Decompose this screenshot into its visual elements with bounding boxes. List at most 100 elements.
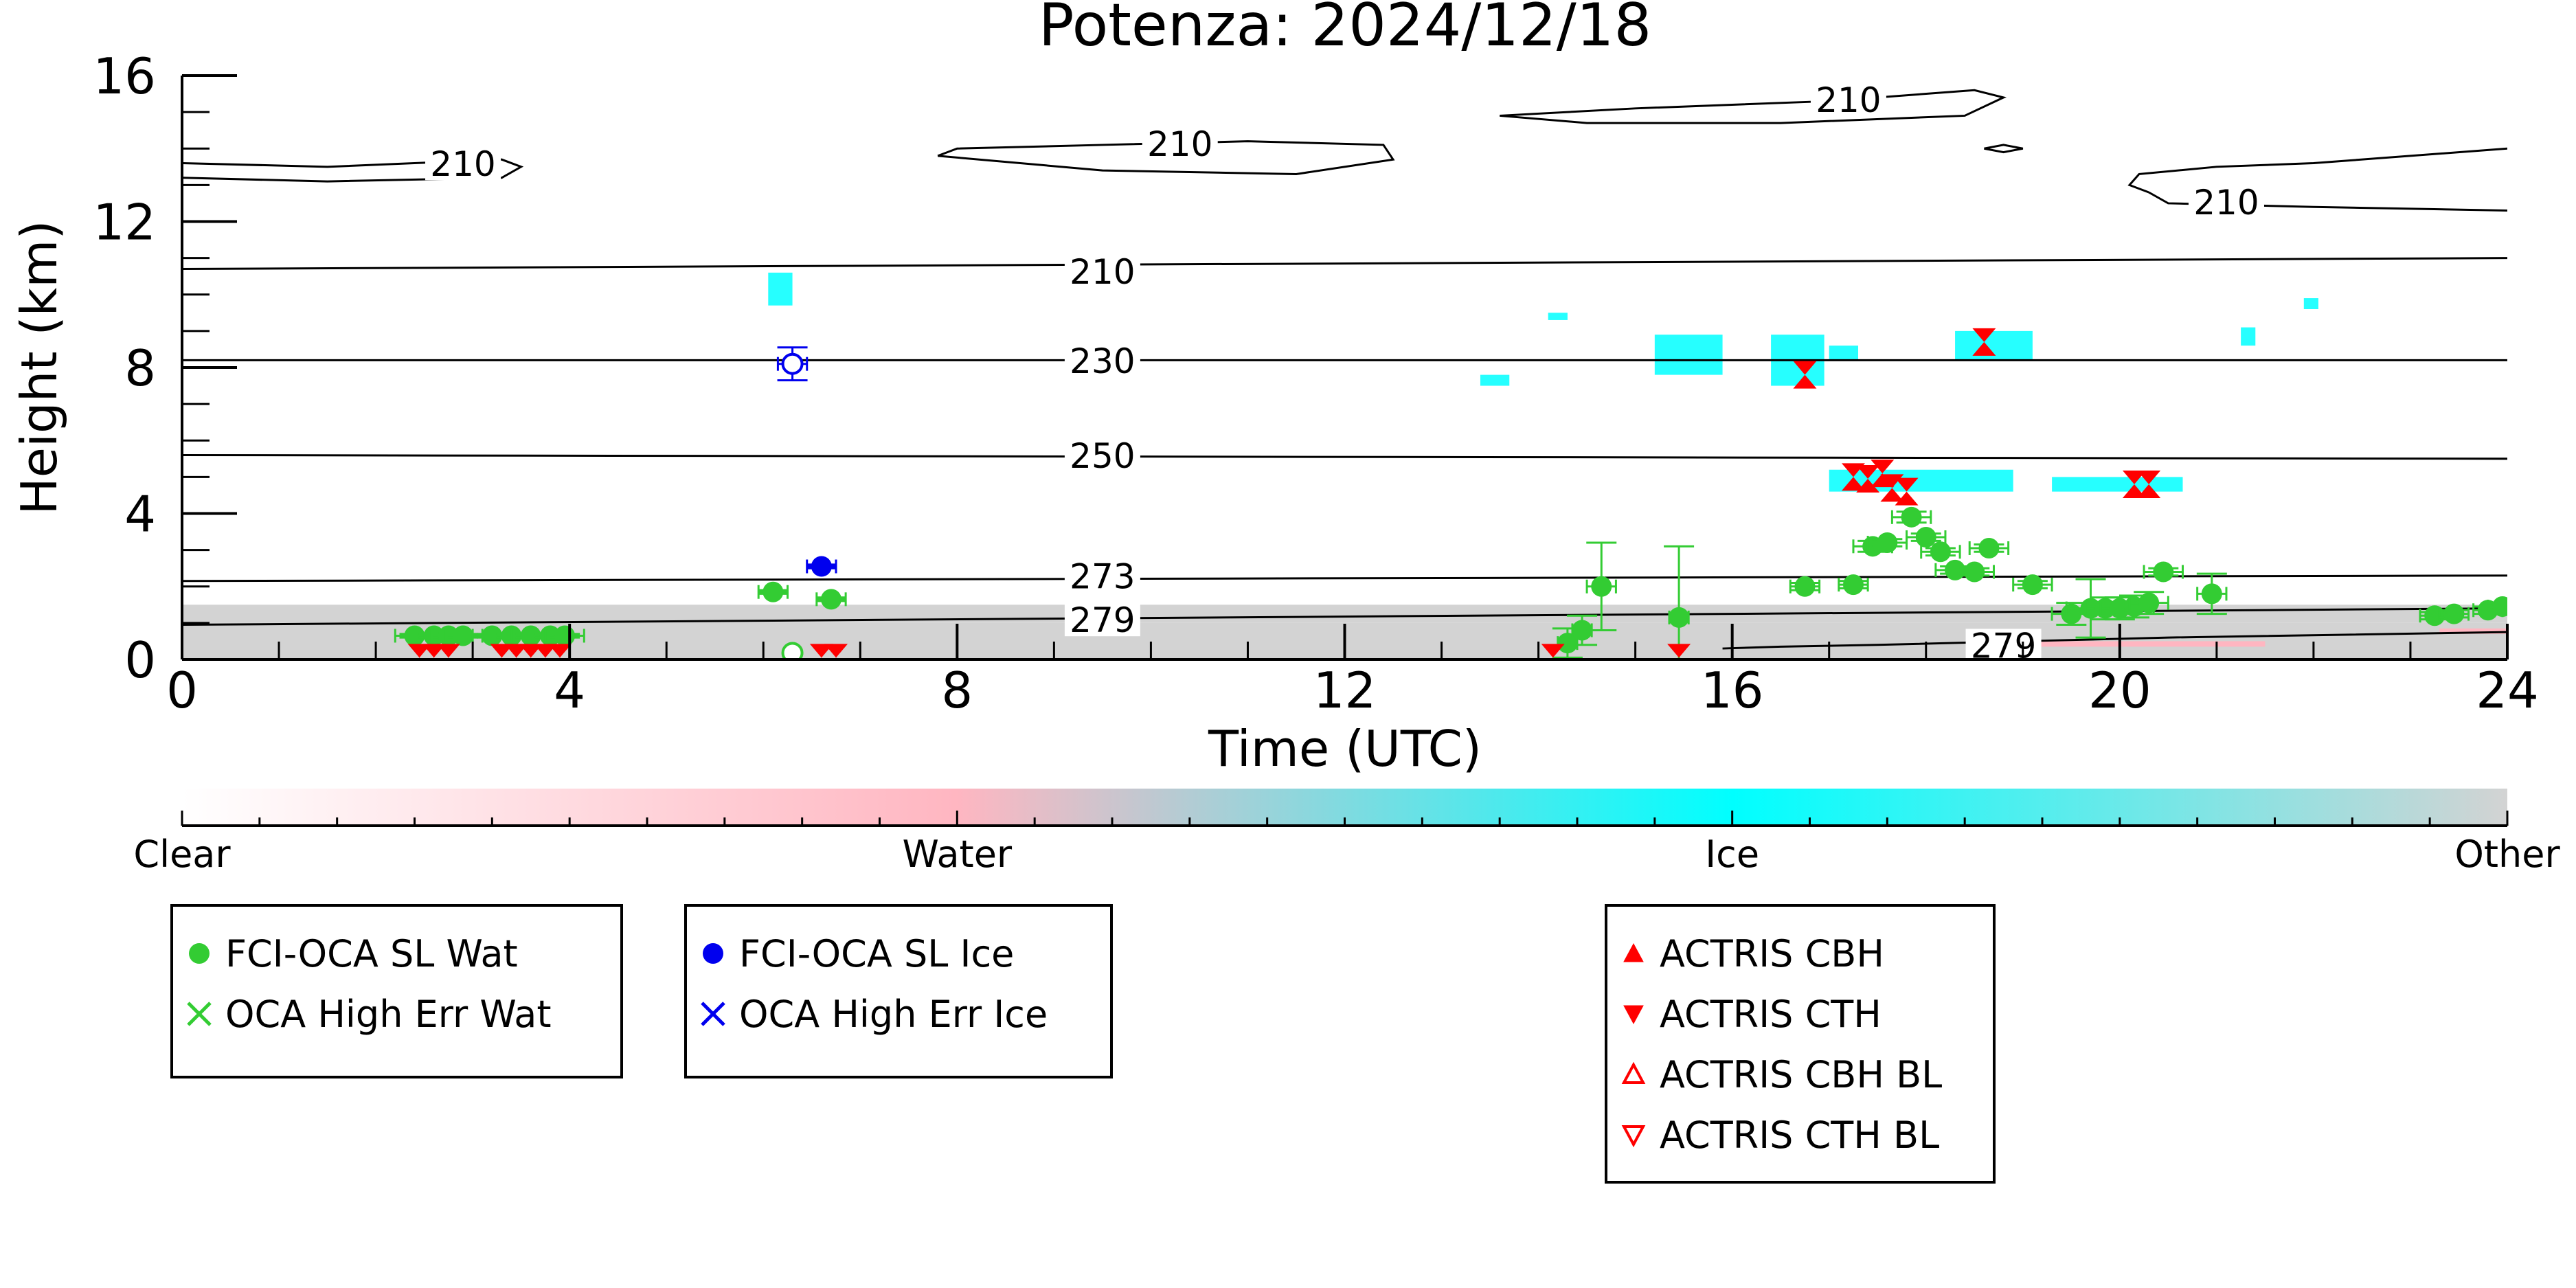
marker-cbh — [1880, 488, 1904, 502]
legend-marker-circle — [703, 943, 723, 964]
contour-line — [182, 257, 2507, 271]
marker-fci-oca-sl-wat — [2153, 561, 2174, 583]
marker-cth — [824, 644, 848, 658]
contour-line — [2127, 147, 2507, 194]
marker-cth — [2137, 471, 2161, 484]
colorbar: Clear Water Ice Other — [133, 789, 2560, 876]
contour-label: 210 — [1070, 252, 1135, 292]
contour-label-bg — [425, 147, 501, 181]
y-tick-label: 12 — [93, 194, 156, 251]
marker-fci-oca-sl-wat — [554, 625, 576, 646]
contour-label: 210 — [430, 144, 495, 184]
marker-cth — [436, 644, 460, 658]
marker-cbh — [1856, 479, 1880, 493]
marker-cbh — [1841, 477, 1865, 491]
marker-fci-oca-sl-wat — [1915, 527, 1936, 548]
marker-fci-oca-sl-wat — [2492, 596, 2507, 617]
field-patch-ice — [1548, 313, 1568, 320]
marker-fci-oca-sl-wat — [2424, 605, 2445, 626]
marker-fci-oca-sl-wat — [2201, 583, 2222, 605]
field-patch-ice — [1955, 330, 2033, 361]
legend-marker-triangle-up — [1621, 1061, 1646, 1084]
marker-fci-oca-sl-wat — [1557, 633, 1578, 654]
field-patch-water — [2439, 628, 2507, 634]
contour-label-bg — [1810, 83, 1886, 117]
marker-cbh — [1871, 473, 1895, 488]
marker-cth — [1856, 465, 1880, 479]
x-tick-label: 20 — [2088, 662, 2151, 719]
contour-label: 250 — [1070, 436, 1135, 476]
x-tick-label: 8 — [941, 662, 973, 719]
contour-label: 230 — [1070, 341, 1135, 381]
colorbar-label: Water — [903, 833, 1013, 876]
x-axis-label: Time (UTC) — [1208, 720, 1482, 778]
contour-label: 279 — [1971, 626, 2036, 666]
field-patch-water — [2003, 641, 2266, 647]
contour-label: 210 — [1147, 124, 1212, 164]
marker-fci-oca-sl-wat — [1877, 532, 1898, 553]
y-tick-label: 0 — [124, 631, 156, 689]
axes: 0 4 8 12 16 20 24 0 4 8 12 16 — [93, 47, 2538, 719]
field-patch-ice — [2303, 298, 2318, 309]
marker-fci-oca-sl-wat — [2138, 592, 2160, 613]
legend-frame — [170, 904, 623, 1078]
legend-marker-x — [187, 1002, 212, 1026]
legend-label: ACTRIS CBH BL — [1660, 1053, 1942, 1096]
marker-cbh — [1895, 491, 1919, 506]
marker-fci-oca-sl-wat — [1591, 576, 1612, 597]
legend-label: FCI-OCA SL Ice — [739, 932, 1014, 975]
contour-label-bg — [1064, 439, 1140, 473]
field-patch-ice — [2052, 477, 2183, 492]
marker-cbh — [1972, 341, 1996, 356]
marker-fci-oca-sl-wat — [2061, 603, 2082, 624]
legend-label: OCA High Err Wat — [225, 993, 552, 1036]
contour-line — [1722, 631, 2507, 650]
legends: FCI-OCA SL Wat OCA High Err Wat FCI-OCA SL… — [170, 904, 1996, 1184]
legend-marker-triangle-down — [1621, 1125, 1646, 1148]
marker-fci-oca-sl-wat — [1930, 541, 1951, 563]
contour-line — [1984, 144, 2024, 154]
contour-label: 210 — [2193, 183, 2259, 223]
legend-label: ACTRIS CBH — [1660, 932, 1884, 975]
marker-fci-oca-sl-wat — [762, 581, 784, 602]
contour-label-bg — [1064, 344, 1140, 378]
contour-line — [182, 574, 2507, 583]
marker-cth — [1972, 328, 1996, 342]
marker-cth — [1667, 644, 1691, 658]
legend-box: ACTRIS CBH ACTRIS CTH ACTRIS CBH BL ACTRIS … — [1605, 904, 1996, 1184]
contour-label-bg — [1064, 559, 1140, 593]
marker-fci-oca-sl-wat — [1572, 620, 1593, 641]
x-tick-label: 16 — [1701, 662, 1764, 719]
colorbar-label: Other — [2454, 833, 2560, 876]
legend-label: FCI-OCA SL Wat — [225, 932, 518, 975]
marker-fci-oca-sl-wat — [2022, 574, 2043, 596]
marker-fci-oca-sl-wat — [1669, 607, 1690, 628]
field-patch-ice — [2241, 327, 2256, 346]
y-axis-label: Height (km) — [10, 221, 68, 515]
contour-label: 279 — [1070, 600, 1135, 640]
marker-oca-high-err-wat — [781, 642, 804, 659]
marker-cth — [1541, 644, 1565, 658]
field-patch-ice — [1829, 346, 1859, 361]
contour-label-bg — [2188, 185, 2264, 218]
chart-title: Potenza: 2024/12/18 — [1039, 0, 1651, 60]
legend-label: ACTRIS CTH — [1660, 993, 1882, 1036]
x-tick-label: 12 — [1313, 662, 1377, 719]
marker-fci-oca-sl-wat — [1978, 537, 2000, 558]
marker-cth — [1793, 361, 1817, 375]
x-tick-label: 4 — [554, 662, 585, 719]
marker-fci-oca-sl-wat — [1794, 576, 1816, 597]
marker-cth — [1871, 460, 1895, 474]
marker-fci-oca-sl-wat — [820, 589, 841, 610]
marker-cbh — [2137, 484, 2161, 498]
field-patch-ice — [1480, 374, 1510, 386]
legend-frame — [684, 904, 1113, 1078]
contour-label-bg — [1142, 126, 1218, 160]
contour-line — [937, 140, 1395, 175]
colorbar-label: Clear — [133, 833, 231, 876]
x-tick-label: 0 — [166, 662, 198, 719]
legend-marker-triangle-down — [1623, 1005, 1644, 1025]
marker-cth — [1895, 477, 1919, 492]
contour-label: 273 — [1070, 556, 1135, 596]
